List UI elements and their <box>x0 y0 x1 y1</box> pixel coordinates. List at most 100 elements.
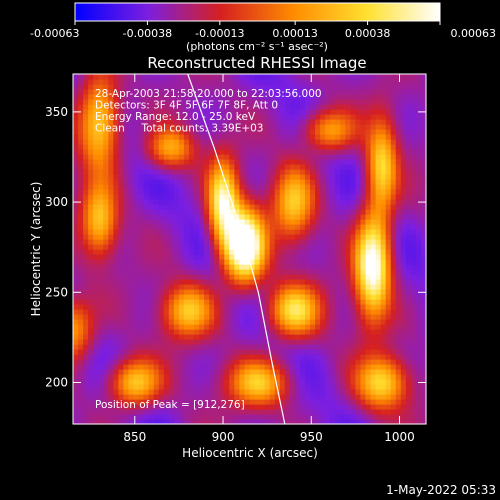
heatmap-cell <box>350 354 356 360</box>
heatmap-cell <box>390 124 397 130</box>
heatmap-cell <box>194 209 200 215</box>
heatmap-cell <box>340 179 346 185</box>
heatmap-cell <box>219 244 225 250</box>
heatmap-cell <box>93 114 99 120</box>
heatmap-cell <box>259 94 266 100</box>
heatmap-cell <box>299 259 306 265</box>
heatmap-cell <box>138 344 145 350</box>
heatmap-cell <box>325 239 331 245</box>
heatmap-cell <box>420 119 427 125</box>
heatmap-cell <box>204 324 210 330</box>
heatmap-cell <box>214 374 220 380</box>
heatmap-cell <box>103 284 109 290</box>
heatmap-cell <box>355 394 362 400</box>
heatmap-cell <box>113 184 119 190</box>
heatmap-cell <box>204 354 210 360</box>
heatmap-cell <box>360 344 367 350</box>
heatmap-cell <box>88 189 94 195</box>
heatmap-cell <box>259 304 266 310</box>
heatmap-cell <box>380 249 387 255</box>
heatmap-cell <box>163 179 170 185</box>
heatmap-cell <box>340 249 346 255</box>
heatmap-cell <box>183 294 190 300</box>
heatmap-cell <box>173 299 180 305</box>
heatmap-cell <box>370 364 377 370</box>
heatmap-cell <box>289 274 296 280</box>
heatmap-cell <box>234 254 241 260</box>
heatmap-cell <box>73 189 79 195</box>
heatmap-cell <box>385 209 392 215</box>
heatmap-cell <box>415 264 422 270</box>
heatmap-cell <box>73 194 79 200</box>
heatmap-cell <box>420 384 427 390</box>
heatmap-cell <box>148 414 155 420</box>
heatmap-cell <box>73 159 79 165</box>
heatmap-cell <box>355 239 362 245</box>
heatmap-cell <box>168 294 175 300</box>
heatmap-cell <box>158 389 165 395</box>
heatmap-cell <box>395 299 402 305</box>
heatmap-cell <box>289 189 296 195</box>
heatmap-cell <box>320 99 326 105</box>
heatmap-cell <box>355 79 362 85</box>
heatmap-cell <box>199 349 205 355</box>
heatmap-cell <box>239 354 246 360</box>
heatmap-cell <box>420 419 427 425</box>
heatmap-cell <box>340 344 346 350</box>
heatmap-cell <box>138 74 145 80</box>
heatmap-cell <box>153 289 160 295</box>
heatmap-cell <box>299 329 306 335</box>
heatmap-cell <box>335 404 341 410</box>
heatmap-cell <box>390 329 397 335</box>
heatmap-cell <box>340 314 346 320</box>
heatmap-cell <box>209 199 215 205</box>
heatmap-cell <box>103 174 109 180</box>
heatmap-cell <box>375 409 382 415</box>
heatmap-cell <box>284 299 291 305</box>
heatmap-cell <box>158 74 165 80</box>
heatmap-cell <box>98 409 104 415</box>
heatmap-cell <box>355 209 362 215</box>
heatmap-cell <box>148 419 155 425</box>
heatmap-cell <box>340 99 346 105</box>
heatmap-cell <box>173 309 180 315</box>
heatmap-cell <box>264 314 271 320</box>
heatmap-cell <box>209 104 215 110</box>
heatmap-cell <box>320 199 326 205</box>
heatmap-cell <box>128 99 135 105</box>
heatmap-cell <box>360 199 367 205</box>
heatmap-cell <box>239 159 246 165</box>
heatmap-cell <box>350 204 356 210</box>
heatmap-cell <box>400 399 407 405</box>
heatmap-cell <box>420 294 427 300</box>
heatmap-cell <box>88 104 94 110</box>
heatmap-cell <box>73 269 79 275</box>
heatmap-cell <box>264 379 271 385</box>
heatmap-cell <box>133 109 140 115</box>
heatmap-cell <box>274 244 281 250</box>
heatmap-cell <box>98 139 104 145</box>
heatmap-cell <box>108 94 114 100</box>
heatmap-cell <box>330 289 336 295</box>
heatmap-cell <box>415 344 422 350</box>
heatmap-cell <box>355 334 362 340</box>
heatmap-cell <box>113 209 119 215</box>
heatmap-cell <box>340 379 346 385</box>
heatmap-cell <box>299 409 306 415</box>
heatmap-cell <box>133 339 140 345</box>
heatmap-cell <box>199 114 205 120</box>
heatmap-cell <box>98 264 104 270</box>
heatmap-cell <box>259 109 266 115</box>
heatmap-cell <box>400 354 407 360</box>
heatmap-cell <box>420 154 427 160</box>
heatmap-cell <box>420 204 427 210</box>
heatmap-cell <box>163 269 170 275</box>
heatmap-cell <box>264 219 271 225</box>
heatmap-cell <box>294 304 301 310</box>
heatmap-cell <box>113 189 119 195</box>
heatmap-cell <box>420 374 427 380</box>
heatmap-cell <box>355 349 362 355</box>
heatmap-cell <box>158 254 165 260</box>
heatmap-cell <box>365 359 372 365</box>
heatmap-cell <box>128 289 135 295</box>
